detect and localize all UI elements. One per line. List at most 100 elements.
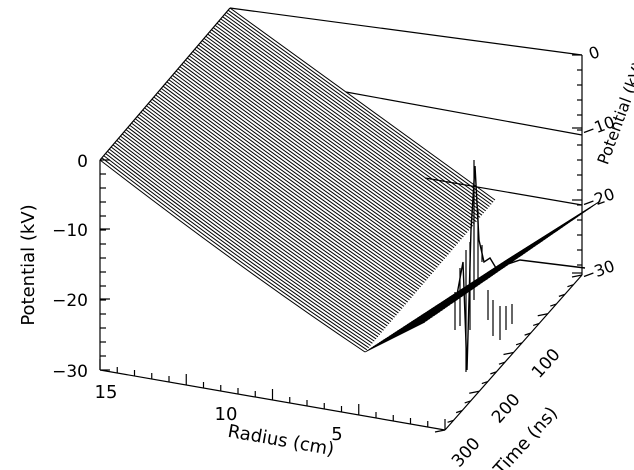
surface-profile-line (173, 72, 440, 266)
plot-frame (99, 7, 583, 431)
y-tick-label: −20 (52, 291, 88, 311)
surface-profile-line (101, 157, 368, 351)
y-tick-label: 0 (77, 152, 88, 172)
surface-oscillation-ridge (455, 165, 586, 371)
surface-profile-line (110, 146, 377, 340)
surface-profile-line (207, 33, 474, 227)
y-tick-label: −10 (52, 221, 88, 241)
surface-tail-line (505, 200, 601, 262)
time-tick (558, 293, 566, 297)
surface-profile-line (218, 20, 485, 214)
time-tick (524, 332, 531, 336)
surface-profile-line (164, 83, 431, 277)
surface-profile-line (103, 155, 369, 349)
x-tick-label: 15 (95, 382, 118, 403)
surface-profile-line (123, 131, 390, 325)
surface-profile-line (179, 66, 446, 260)
right-axis-label: Potential (kV) (593, 59, 634, 167)
surface-profile-line (147, 103, 414, 296)
time-tick (503, 351, 514, 356)
surface-profile-line (175, 70, 442, 264)
surface-profile-line (214, 24, 481, 218)
surface-profile-line (129, 124, 395, 318)
surface-profile-line (131, 122, 397, 316)
time-tick (455, 410, 463, 414)
surface-profile-line (144, 107, 410, 301)
z-tick-label: 100 (528, 345, 565, 382)
surface-profile-line (105, 153, 371, 346)
surface-profile-line (201, 40, 468, 233)
time-tick (532, 322, 540, 327)
surface-profile-line (134, 118, 401, 312)
surface-profile-line (127, 127, 394, 320)
time-tick (550, 303, 557, 307)
x-axis-label: Radius (cm) (226, 421, 336, 460)
top-left-edge (99, 7, 231, 161)
surface-profile-line (205, 35, 472, 229)
surface-profile-line (162, 85, 429, 279)
right-tick-label: −30 (579, 256, 617, 285)
surface-profile-line (153, 96, 420, 290)
back-gridline-minus20 (424, 177, 583, 206)
time-tick (464, 400, 471, 404)
time-tick (571, 274, 583, 278)
surface-profile-line (186, 57, 453, 251)
surface-profile-line (183, 61, 449, 255)
surface-profile-line (121, 133, 388, 327)
surface-profile-line (136, 116, 403, 309)
surface-profile-line (114, 142, 381, 336)
surface-profile-line (116, 140, 382, 333)
time-tick (515, 342, 523, 346)
z-tick-label: 300 (448, 434, 485, 470)
x-tick-label: 5 (331, 424, 342, 445)
right-tick-label: 0 (586, 42, 602, 63)
surface-profile-line (194, 48, 461, 242)
surface-profile-line (220, 18, 487, 212)
surface-profile-line (229, 7, 496, 201)
surface-profile-line (142, 109, 408, 303)
surface-profile-line (172, 74, 438, 268)
surface-profile-line (159, 90, 425, 283)
surface-profile-line (199, 42, 466, 236)
surface-profile-line (160, 87, 427, 281)
surface-profile-line (181, 64, 448, 257)
surface-profile-line (99, 159, 366, 353)
surface-profile-line (216, 22, 483, 216)
surface-profile-line (196, 46, 462, 240)
surface-profile-line (190, 53, 457, 247)
surface-profile-line (222, 16, 488, 210)
surface-profile-line (168, 79, 435, 273)
surface-profile-line (138, 114, 405, 307)
surface-profile-line (118, 137, 384, 331)
surface-lines (99, 7, 601, 372)
surface-profile-line (112, 144, 379, 338)
surface-profile-line (107, 150, 373, 344)
y-axis-label: Potential (kV) (18, 204, 39, 325)
surface-profile-line (166, 81, 433, 275)
surface-profile-line (133, 120, 399, 314)
surface-profile-line (149, 100, 416, 294)
surface-profile-line (203, 37, 470, 231)
y-tick-label: −30 (52, 362, 88, 382)
back-top-edge (229, 7, 583, 56)
surface-profile-line (177, 68, 444, 262)
time-tick (434, 429, 446, 433)
time-tick (469, 390, 480, 394)
time-tick (447, 419, 454, 423)
surface-profile-line (170, 77, 436, 270)
surface-profile-line (192, 51, 459, 244)
surface-profile-line (198, 44, 464, 238)
surface-profile-line (212, 27, 479, 220)
time-tick (537, 313, 548, 317)
surface-profile-line (140, 111, 407, 305)
surface-profile-line (157, 92, 423, 286)
surface-profile-line (151, 98, 418, 292)
surface-profile-line (155, 94, 421, 288)
right-tick-label: −20 (579, 184, 617, 213)
time-tick (567, 284, 574, 288)
surface-profile-line (209, 31, 475, 225)
time-tick (498, 361, 506, 365)
back-gridline-minus10 (345, 91, 583, 136)
